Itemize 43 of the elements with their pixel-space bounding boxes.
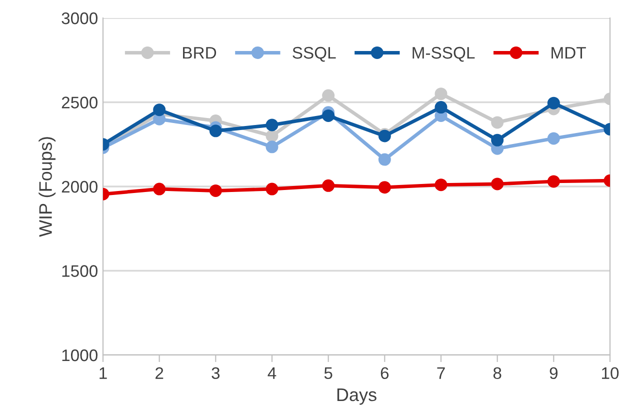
x-tick-label: 1 [100,367,107,379]
point [266,182,278,196]
point [209,184,222,197]
point [491,116,504,129]
x-tick-label: 8 [493,367,502,380]
point [547,175,560,188]
point [547,132,560,145]
legend-label: M-SSQL [412,46,475,62]
y-axis-title: WIP (Foups) [38,137,56,237]
x-tick-label: 4 [268,367,276,379]
point [491,178,504,190]
point [378,181,391,194]
x-axis-title: Days [337,388,376,405]
x-tick-label: 3 [212,367,220,380]
x-tick-label: 5 [324,367,332,380]
point [378,153,391,166]
point [266,140,278,154]
x-tick-label: 7 [437,367,445,379]
y-tick-label: 2000 [62,180,98,193]
point [322,89,335,102]
point [491,134,504,146]
point [153,104,166,116]
point [322,179,335,192]
x-tick-label: 10 [602,367,619,380]
point [322,109,335,122]
x-tick-label: 2 [156,367,164,379]
point [434,178,448,192]
legend-label: SSQL [292,46,336,62]
point [434,88,448,100]
legend-label: MDT [552,47,586,59]
y-tick-label: 1500 [62,265,98,277]
point [153,182,166,196]
y-tick-label: 2500 [62,96,98,108]
y-tick-label: 1000 [62,349,98,362]
y-tick-label: 3000 [62,12,98,24]
point [209,124,222,138]
point [266,130,278,142]
legend-label: BRD [183,47,216,59]
x-tick-label: 6 [380,367,389,380]
point [266,118,278,132]
point [547,96,560,110]
point [434,101,448,114]
x-tick-label: 9 [550,367,558,380]
